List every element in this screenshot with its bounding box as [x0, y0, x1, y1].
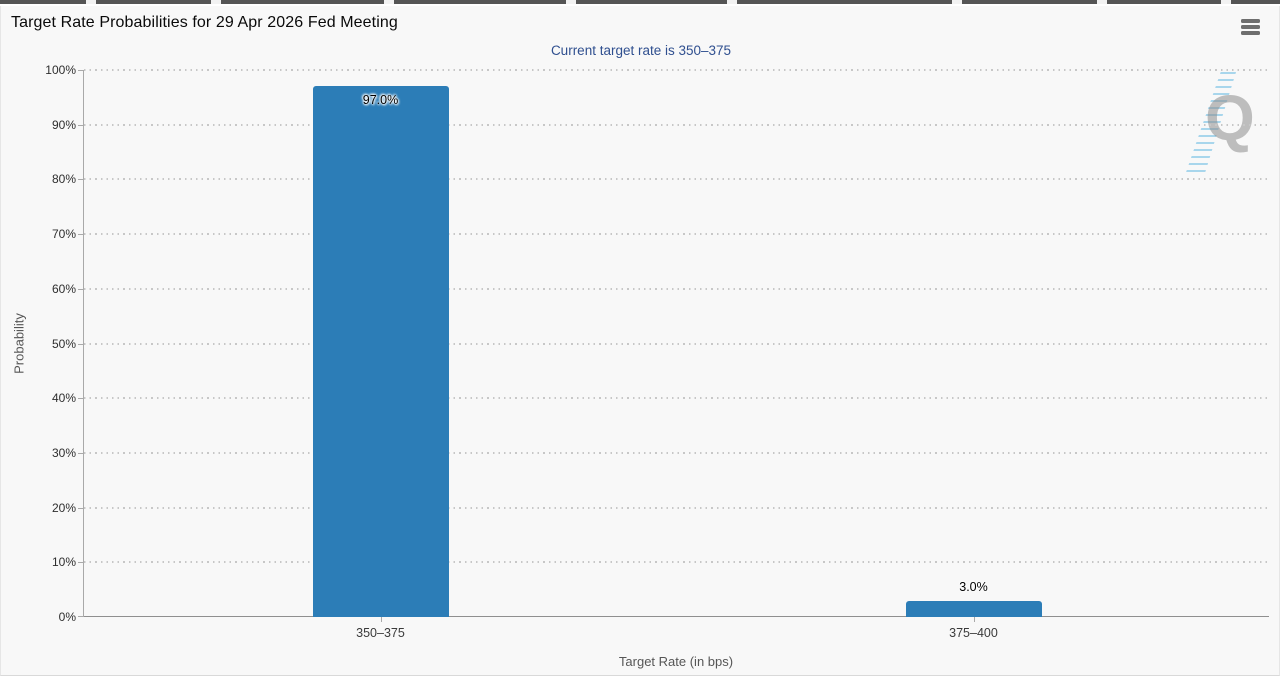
x-tick-label: 375–400 — [949, 626, 998, 640]
y-axis-title: Probability — [11, 313, 27, 374]
y-axis-tick — [78, 234, 84, 236]
gridline — [84, 451, 1270, 454]
y-tick-label: 70% — [51, 227, 76, 242]
chart-widget: Target Rate Probabilities for 29 Apr 202… — [0, 6, 1280, 676]
y-axis-tick — [78, 562, 84, 564]
top-edge-strip — [0, 0, 1280, 4]
gridline — [84, 561, 1270, 564]
y-tick-label: 0% — [58, 610, 76, 624]
chart-context-menu-button[interactable] — [1241, 16, 1265, 38]
bar-350–375[interactable] — [312, 86, 449, 617]
y-tick-label: 10% — [51, 555, 76, 570]
y-axis-tick — [78, 452, 84, 454]
plot-area: 0% 10% 20% 30% 40% 50% 60% 70% 80% 90% 100% 97.0% 35… — [45, 63, 1270, 640]
gridline — [84, 287, 1270, 290]
y-axis-tick — [78, 288, 84, 290]
y-axis-tick — [78, 179, 84, 181]
y-tick-label: 20% — [51, 500, 76, 515]
chart-title: Target Rate Probabilities for 29 Apr 202… — [11, 14, 398, 31]
x-axis-tick — [973, 617, 975, 622]
gridline — [84, 233, 1270, 236]
bar-value-label: 3.0% — [959, 580, 988, 594]
x-axis-tick — [380, 617, 382, 622]
bar-value-label: 97.0% — [362, 93, 399, 107]
y-tick-label: 30% — [51, 445, 76, 460]
y-tick-label: 90% — [51, 117, 76, 132]
hamburger-icon — [1241, 19, 1260, 23]
gridline — [84, 506, 1270, 509]
gridline — [84, 397, 1270, 400]
y-axis-tick — [78, 343, 84, 345]
gridline — [84, 342, 1270, 345]
chart-subtitle: Current target rate is 350–375 — [550, 43, 732, 58]
gridline — [84, 178, 1270, 181]
bar-375–400[interactable] — [905, 601, 1042, 617]
y-tick-label: 100% — [45, 63, 76, 77]
y-tick-label: 60% — [51, 281, 76, 296]
y-axis-tick — [78, 507, 84, 509]
y-axis-tick — [78, 70, 84, 71]
y-axis-tick — [78, 124, 84, 126]
y-tick-label: 50% — [51, 336, 76, 351]
y-axis-tick — [78, 616, 84, 617]
gridline — [84, 69, 1270, 71]
x-axis-title: Target Rate (in bps) — [618, 654, 734, 669]
y-axis-tick — [78, 398, 84, 400]
y-tick-label: 80% — [51, 172, 76, 187]
x-tick-label: 350–375 — [356, 626, 405, 640]
gridline — [84, 123, 1270, 126]
y-tick-label: 40% — [51, 391, 76, 406]
